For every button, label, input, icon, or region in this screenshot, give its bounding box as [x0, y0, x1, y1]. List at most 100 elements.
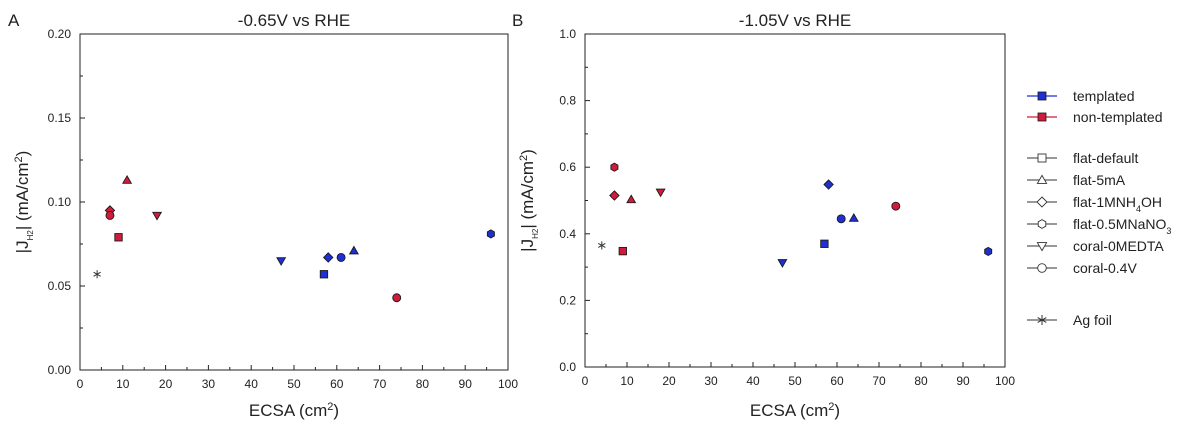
y-axis-label-close: ) — [13, 151, 32, 157]
legend-marker-non-templated — [1037, 112, 1047, 122]
x-tick-label: 90 — [459, 377, 473, 391]
data-point-ag-star-stroke — [93, 271, 101, 277]
legend: templated non-templated flat-default flat-5… — [1027, 88, 1171, 328]
x-tick-label: 10 — [116, 377, 130, 391]
x-axis-label: ECSA (cm2) — [249, 401, 339, 420]
chart-panel-a: A -0.65V vs RHE 0 10 20 30 40 50 60 70 80 90 100 0.00… — [8, 11, 518, 420]
legend-marker-templated — [1037, 91, 1047, 101]
y-tick-label: 0.00 — [48, 363, 72, 377]
x-axis-label-end: ) — [834, 401, 840, 420]
y-axis-label-end: | (mA/cm — [13, 162, 32, 230]
panel-label: A — [8, 11, 20, 30]
y-tick-label: 0.6 — [559, 160, 576, 174]
x-tick-label: 80 — [416, 377, 430, 391]
chart-panel-b: B -1.05V vs RHE 0 10 20 30 40 50 60 70 80 90 100 0.0 0… — [512, 11, 1015, 420]
y-tick-label: 0.0 — [559, 360, 576, 374]
plot-frame — [79, 33, 509, 371]
y-axis-label-sup: 2 — [13, 156, 25, 162]
data-point-non-templated-square — [618, 246, 627, 256]
x-tick-label: 0 — [77, 377, 84, 391]
data-point-templated-triangle-up — [348, 245, 359, 255]
y-tick-label: 0.20 — [48, 27, 72, 41]
data-point-templated-hexagon — [486, 229, 495, 239]
legend-label-text: flat-1MNH — [1073, 194, 1136, 210]
x-tick-label: 50 — [287, 377, 301, 391]
legend-label-end: OH — [1141, 194, 1162, 210]
data-point-templated-diamond — [322, 252, 334, 263]
legend-label-text: flat-5mA — [1073, 172, 1126, 188]
data-point-templated-circle — [836, 214, 846, 224]
legend-label-text: coral-0MEDTA — [1073, 238, 1164, 254]
y-axis-label-end: | (mA/cm — [518, 161, 537, 229]
chart-title: -0.65V vs RHE — [238, 11, 350, 30]
legend-marker-triangle-down — [1036, 242, 1048, 252]
data-point-ag-star — [93, 270, 101, 279]
data-point-templated-triangle-down — [276, 257, 287, 266]
data-point-non-templated-triangle-up — [122, 175, 133, 184]
y-tick-label: 0.15 — [48, 111, 72, 125]
y-tick-label: 0.8 — [559, 94, 576, 108]
legend-marker-diamond — [1036, 196, 1048, 208]
legend-label-templated: templated — [1073, 88, 1134, 104]
y-axis-label: |JH2| (mA/cm2) — [518, 149, 540, 252]
data-point-non-templated-diamond — [609, 190, 620, 201]
y-axis-label-sup: 2 — [518, 155, 530, 161]
x-tick-label: 20 — [159, 377, 173, 391]
data-point-non-templated-hexagon — [610, 162, 619, 172]
x-axis-label-text: ECSA (cm — [750, 401, 828, 420]
legend-label-square: flat-default — [1073, 150, 1138, 166]
legend-label-text: flat-0.5MNaNO — [1073, 216, 1166, 232]
x-tick-label: 100 — [995, 374, 1015, 388]
legend-marker-circle — [1037, 263, 1047, 273]
y-axis-label-sub: H2 — [26, 230, 35, 241]
x-tick-label: 10 — [620, 374, 634, 388]
x-tick-label: 70 — [373, 377, 387, 391]
x-tick-label: 40 — [245, 377, 259, 391]
x-tick-label: 90 — [956, 374, 970, 388]
chart-title: -1.05V vs RHE — [739, 11, 851, 30]
data-point-non-templated-triangle-down — [655, 188, 666, 198]
legend-label-ag-foil: Ag foil — [1073, 312, 1112, 328]
legend-marker-square — [1037, 153, 1047, 163]
x-tick-label: 70 — [872, 374, 886, 388]
y-tick-label: 1.0 — [559, 27, 576, 41]
legend-marker-hexagon — [1037, 219, 1047, 229]
y-axis-label-close: ) — [518, 149, 537, 155]
x-tick-label: 40 — [746, 374, 760, 388]
legend-label-circle: coral-0.4V — [1073, 260, 1137, 276]
x-tick-label: 50 — [788, 374, 802, 388]
legend-label-hexagon: flat-0.5MNaNO3 — [1073, 216, 1171, 236]
data-point-templated-hexagon — [984, 246, 993, 257]
legend-label-non-templated: non-templated — [1073, 109, 1163, 125]
y-axis-label-sub: H2 — [531, 228, 540, 239]
legend-label-diamond: flat-1MNH4OH — [1073, 194, 1162, 214]
data-point-ag-star-stroke — [598, 242, 606, 248]
legend-label-text: flat-default — [1073, 150, 1138, 166]
legend-label-triangle-up: flat-5mA — [1073, 172, 1126, 188]
data-point-non-templated-circle — [105, 210, 115, 220]
x-tick-label: 80 — [914, 374, 928, 388]
legend-marker-ag-foil — [1037, 315, 1047, 325]
y-axis-label: |JH2| (mA/cm2) — [13, 151, 35, 254]
legend-label-triangle-down: coral-0MEDTA — [1073, 238, 1164, 254]
x-axis-label-text: ECSA (cm — [249, 401, 327, 420]
data-point-templated-triangle-up — [848, 212, 859, 222]
legend-marker-triangle-up — [1036, 174, 1048, 184]
y-tick-label: 0.05 — [48, 279, 72, 293]
data-point-templated-circle — [336, 252, 346, 262]
y-tick-label: 0.4 — [559, 227, 576, 241]
x-tick-label: 30 — [202, 377, 216, 391]
legend-label-text: coral-0.4V — [1073, 260, 1137, 276]
data-point-templated-square — [820, 239, 829, 248]
data-point-non-templated-circle — [891, 201, 901, 211]
data-point-non-templated-circle — [392, 293, 402, 303]
legend-label-sub: 3 — [1166, 226, 1171, 236]
data-point-ag-star — [598, 241, 606, 250]
y-tick-label: 0.2 — [559, 293, 576, 307]
x-tick-label: 60 — [830, 374, 844, 388]
legend-label-sub: 4 — [1136, 204, 1141, 214]
data-point-templated-diamond — [823, 179, 834, 190]
x-axis-label-sup: 2 — [828, 401, 834, 413]
x-tick-label: 0 — [582, 374, 589, 388]
